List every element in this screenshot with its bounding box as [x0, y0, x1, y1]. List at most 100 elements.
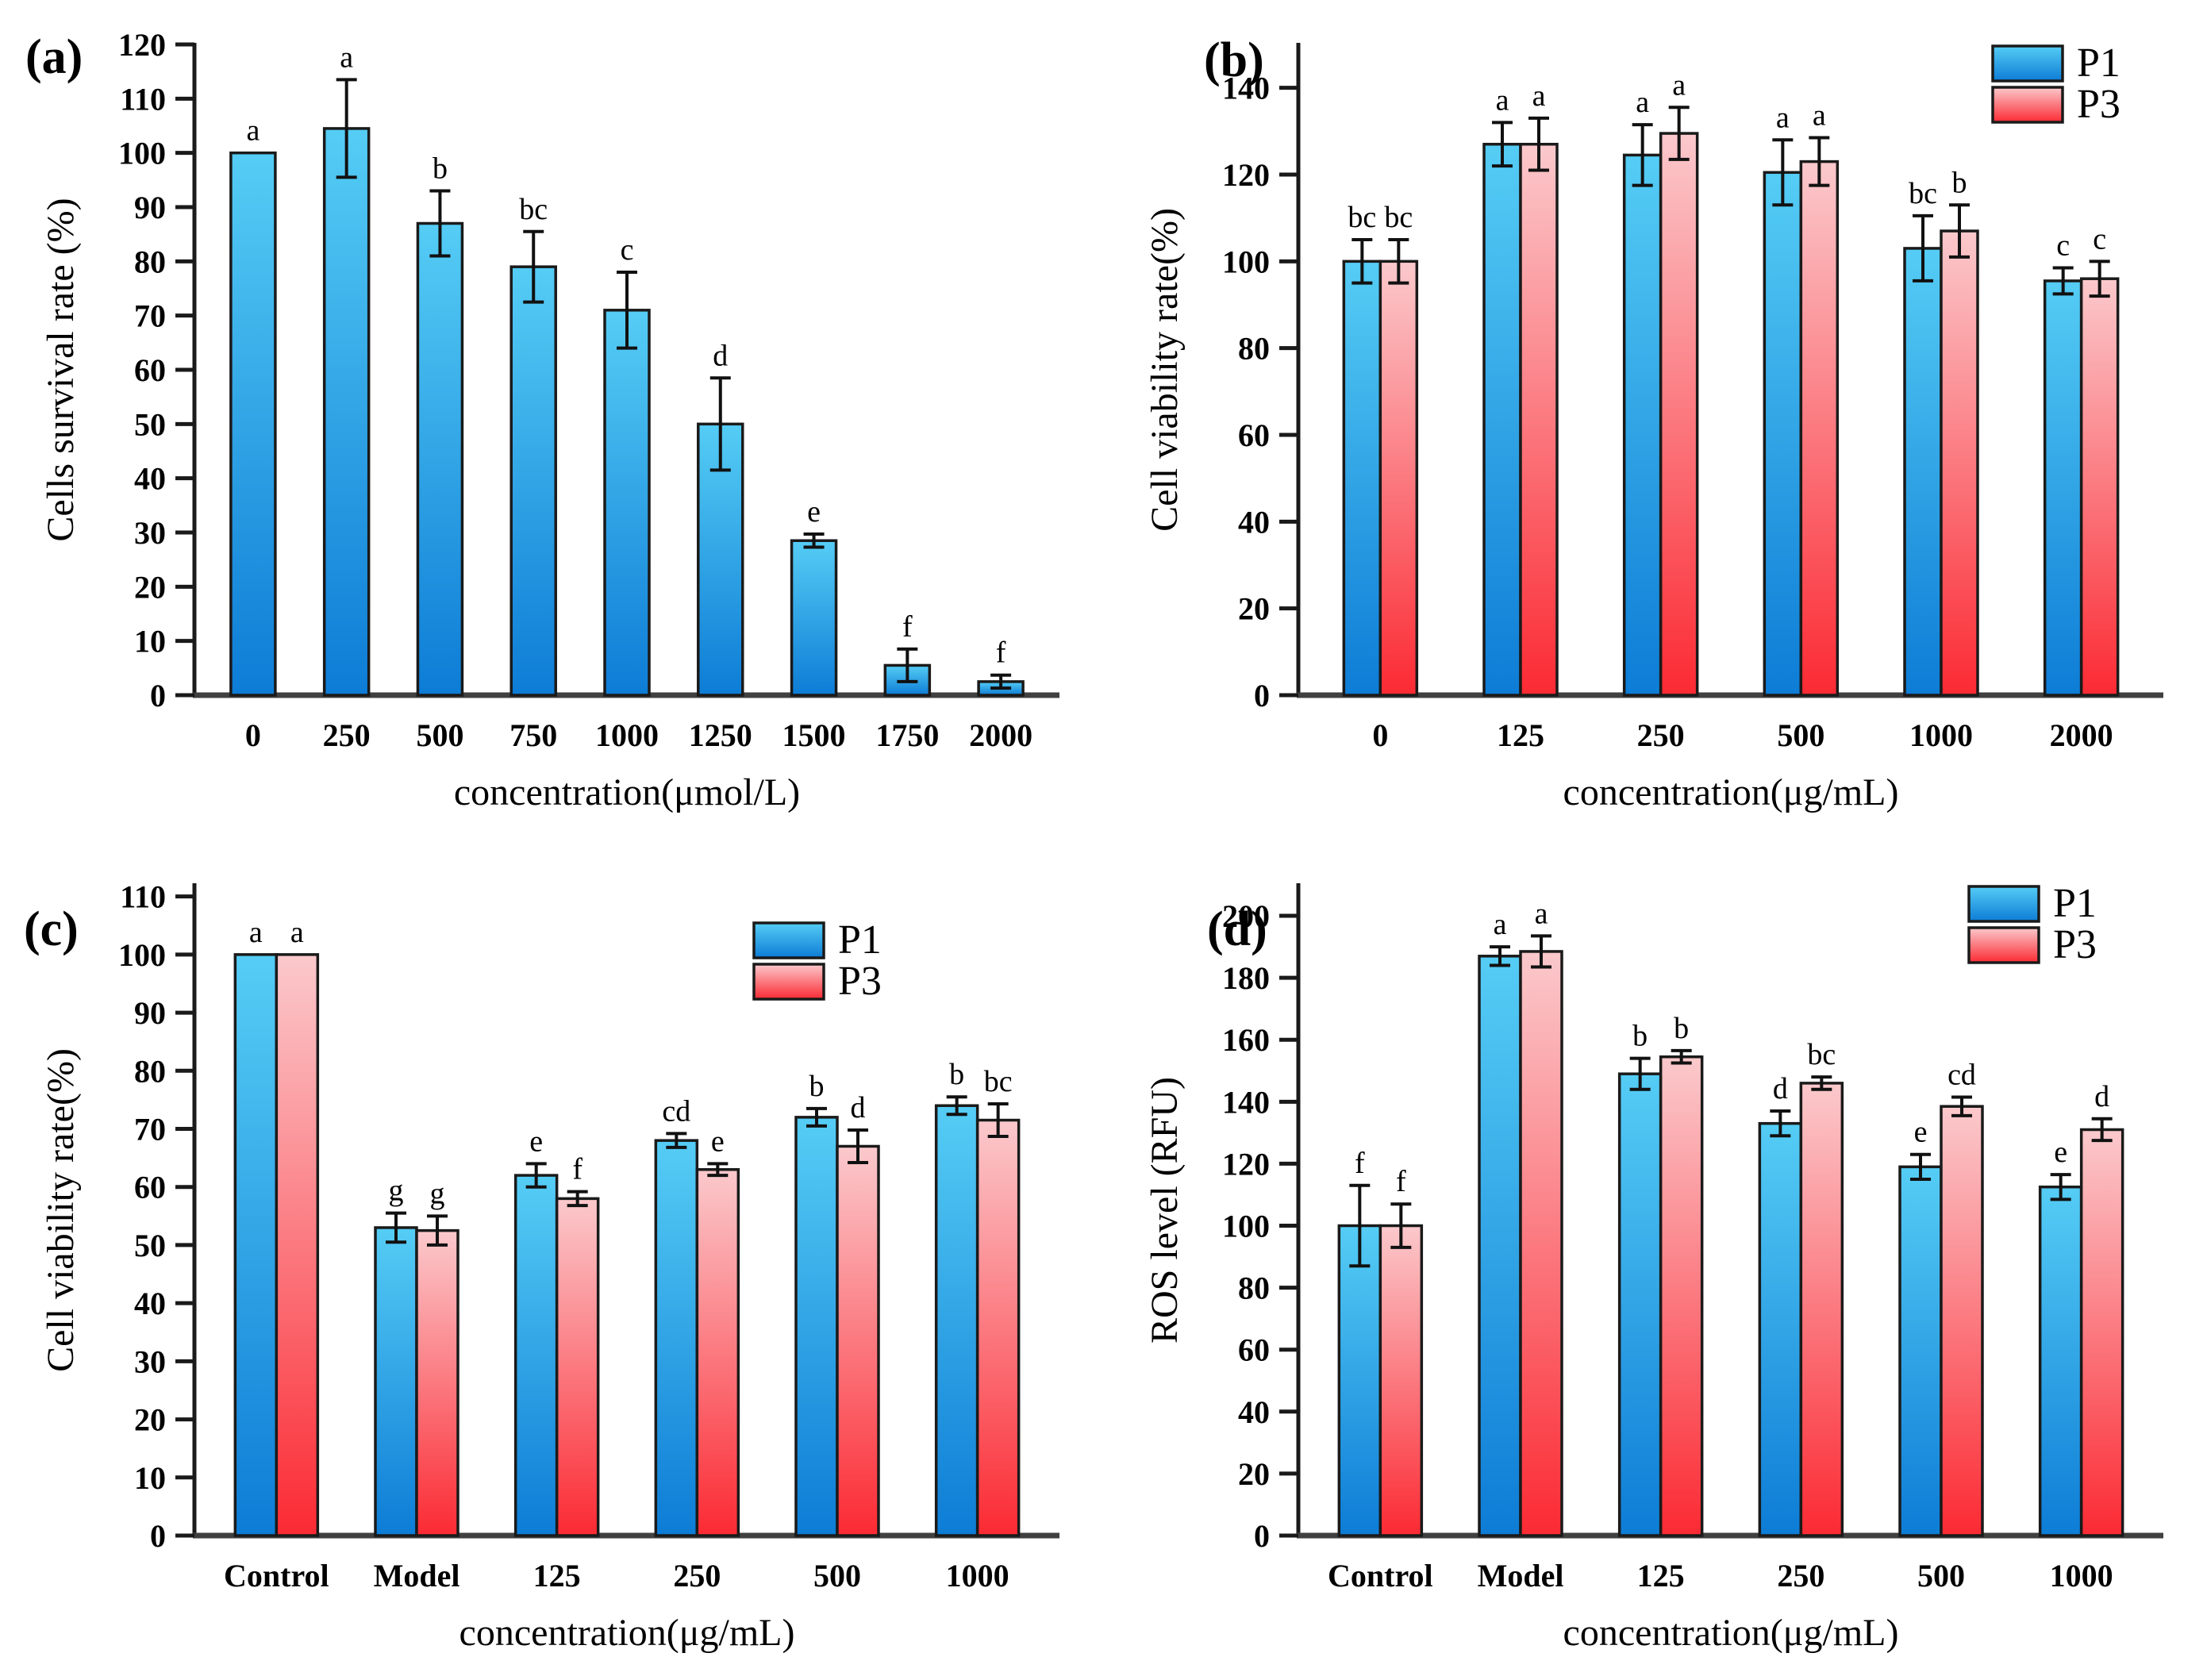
bar-P1-500	[416, 221, 464, 697]
significance-letter: a	[340, 40, 353, 74]
legend-swatch-P1	[1991, 44, 2064, 83]
y-axis-title: Cell viability rate(%)	[1144, 208, 1186, 532]
y-tick-label: 100	[1222, 244, 1270, 279]
y-tick-label: 140	[1222, 71, 1270, 106]
y-tick-label: 0	[150, 1518, 166, 1554]
y-axis-title: Cell viability rate(%)	[40, 1048, 82, 1372]
x-tick-label: 500	[813, 1558, 861, 1594]
significance-letter: b	[1632, 1020, 1648, 1053]
significance-letter: e	[529, 1124, 543, 1158]
panel-a-cells-survival-chart: 0 10 20 30 40 50 60 70 80 90 100 110 120 Cells surviv…	[0, 0, 1103, 840]
y-tick-label: 20	[134, 1402, 166, 1438]
y-tick-label: 10	[134, 624, 166, 659]
bar-P3-500	[1799, 160, 1840, 697]
bar-P3-1000	[2079, 1128, 2124, 1537]
bar-P1-Control	[1337, 1224, 1382, 1537]
bar-P3-125	[555, 1197, 600, 1537]
bar-P3-Model	[1519, 950, 1563, 1537]
bar-P1-Model	[374, 1226, 418, 1537]
y-tick-label: 120	[118, 27, 166, 63]
chart-svg-b: 0 20 40 60 80 100 120 140 Cell viability rate(%)…	[1144, 33, 2163, 813]
significance-letter: bc	[1807, 1038, 1836, 1071]
y-tick-label: 90	[134, 190, 166, 225]
significance-letter: f	[1355, 1147, 1365, 1180]
x-tick-label: 1000	[1909, 717, 1973, 753]
legend-swatch-P1	[752, 921, 825, 959]
x-tick-label: 0	[1372, 717, 1388, 753]
x-tick-label: 1250	[689, 717, 752, 753]
x-tick-label: 1000	[595, 717, 659, 753]
legend-label-P1: P1	[2053, 881, 2097, 926]
y-tick-label: 50	[134, 1228, 166, 1263]
y-tick-label: 180	[1222, 960, 1270, 996]
chart-svg-a: 0 10 20 30 40 50 60 70 80 90 100 110 120 Cells surviv…	[25, 27, 1059, 813]
legend-swatch-P3	[1991, 86, 2064, 124]
y-tick-label: 80	[134, 244, 166, 279]
x-tick-label: 2000	[2050, 717, 2113, 753]
x-tick-label: 1500	[782, 717, 846, 753]
x-axis-title: concentration(μg/mL)	[1563, 771, 1899, 813]
y-tick-label: 70	[134, 298, 166, 334]
x-tick-label: 500	[1777, 717, 1824, 753]
bar-P1-1000	[603, 309, 651, 697]
y-tick-label: 40	[1238, 1394, 1270, 1430]
bar-P1-1000	[934, 1104, 979, 1537]
bar-P3-Control	[275, 953, 320, 1537]
bar-P1-1000	[1903, 247, 1943, 697]
y-tick-label: 60	[134, 352, 166, 388]
significance-letter: a	[1535, 897, 1548, 930]
significance-letter: a	[1494, 908, 1507, 941]
x-tick-label: 125	[533, 1558, 581, 1594]
y-tick-label: 110	[120, 879, 166, 915]
y-tick-label: 100	[1222, 1209, 1270, 1244]
x-tick-label: Model	[1478, 1558, 1564, 1594]
significance-letter: g	[389, 1174, 404, 1208]
panel-letter: (d)	[1207, 902, 1267, 956]
significance-letter: d	[2094, 1080, 2109, 1113]
bar-P1-250	[1622, 153, 1663, 697]
bar-P3-Control	[1378, 1224, 1424, 1537]
legend-swatch-P3	[1967, 926, 2040, 964]
x-tick-label: 2000	[969, 717, 1032, 753]
y-tick-label: 60	[1238, 417, 1270, 453]
significance-letter: d	[1773, 1072, 1788, 1105]
bar-P3-0	[1378, 259, 1419, 697]
bar-P1-500	[794, 1116, 839, 1537]
bar-P1-1500	[790, 539, 838, 697]
bar-P3-250	[1659, 132, 1699, 697]
y-tick-label: 40	[1238, 504, 1270, 540]
y-tick-label: 140	[1222, 1084, 1270, 1120]
bar-P3-500	[1940, 1105, 1984, 1537]
y-tick-label: 20	[1238, 591, 1270, 627]
significance-letter: a	[1496, 83, 1509, 117]
significance-letter: b	[433, 152, 448, 186]
bar-P3-Model	[415, 1228, 459, 1537]
y-tick-label: 40	[134, 461, 166, 497]
y-tick-label: 90	[134, 995, 166, 1031]
legend-swatch-P1	[1967, 885, 2040, 923]
bar-P1-250	[654, 1139, 699, 1537]
bar-P1-0	[229, 151, 277, 697]
y-tick-label: 200	[1222, 898, 1270, 934]
y-tick-label: 60	[134, 1170, 166, 1205]
y-tick-label: 10	[134, 1460, 166, 1496]
x-tick-label: 1000	[2050, 1558, 2113, 1594]
bar-P1-125	[1617, 1072, 1663, 1537]
legend-label-P3: P3	[838, 959, 882, 1004]
significance-letter: cd	[1947, 1058, 1976, 1091]
significance-letter: b	[949, 1058, 964, 1091]
significance-letter: b	[1952, 166, 1967, 199]
significance-letter: b	[1674, 1012, 1689, 1045]
significance-letter: bc	[984, 1065, 1013, 1098]
x-tick-label: 125	[1497, 717, 1544, 753]
significance-letter: cd	[662, 1094, 690, 1128]
x-tick-label: 1750	[875, 717, 939, 753]
y-tick-label: 40	[134, 1286, 166, 1321]
significance-letter: a	[246, 114, 260, 148]
significance-letter: bc	[1384, 201, 1413, 234]
y-tick-label: 80	[1238, 331, 1270, 367]
bar-P1-125	[513, 1174, 559, 1537]
y-tick-label: 100	[118, 937, 166, 973]
significance-letter: e	[807, 495, 821, 529]
significance-letter: a	[1776, 101, 1790, 134]
